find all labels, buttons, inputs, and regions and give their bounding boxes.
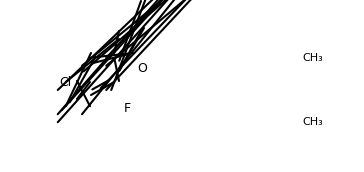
Text: Cl: Cl — [59, 76, 71, 89]
Text: CH₃: CH₃ — [302, 53, 323, 63]
Text: CH₃: CH₃ — [302, 117, 323, 127]
Text: O: O — [137, 62, 147, 75]
Text: F: F — [124, 102, 131, 115]
